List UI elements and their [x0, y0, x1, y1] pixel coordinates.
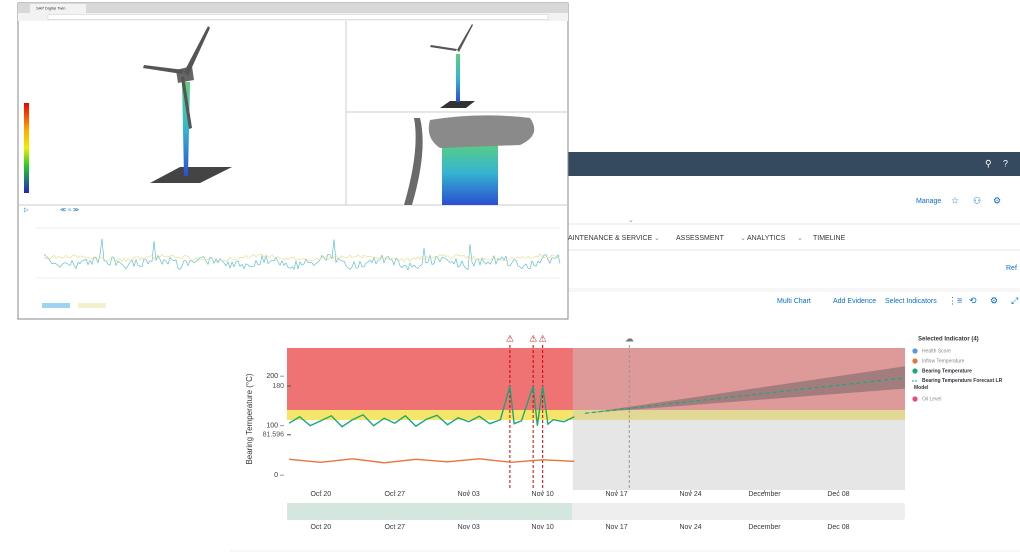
- nacelle-closeup: [442, 140, 498, 205]
- event-icon[interactable]: ⚠: [539, 333, 547, 343]
- turbine-blade: [181, 76, 192, 129]
- tab-strip: [18, 3, 568, 13]
- search-icon[interactable]: ⚲: [985, 158, 992, 168]
- turbine-blade: [143, 65, 184, 74]
- toolbar-button[interactable]: Multi Chart: [777, 298, 811, 305]
- toolbar-icon[interactable]: ⋮≡: [948, 295, 962, 305]
- turbine-blade: [457, 24, 473, 52]
- legend-label[interactable]: Health Score: [922, 348, 951, 354]
- navigator-tick-label: Dec 08: [827, 524, 849, 531]
- threshold-label: 180: [272, 383, 284, 390]
- x-tick-label: Nov 03: [458, 491, 480, 498]
- playback-controls[interactable]: ≪ ≈ ≫: [60, 208, 79, 214]
- app-window: ⚲ ? Manage ☆ ⚇ ⚙ ⌄ AINTENANCE & SERVICE ⌄…: [230, 152, 1020, 552]
- sensor-trace: [43, 238, 561, 271]
- threshold-label: 81.596: [263, 432, 285, 439]
- legend-swatch: [912, 368, 918, 374]
- legend-label[interactable]: Bearing Temperature Forecast LR Model: [914, 378, 1003, 391]
- toolbar-button[interactable]: Add Evidence: [833, 298, 876, 305]
- navigator-tick-label: Oct 20: [310, 524, 331, 531]
- navigator-window[interactable]: [287, 503, 572, 520]
- nacelle-shell: [428, 115, 535, 148]
- url-field[interactable]: [47, 14, 549, 20]
- nav-tab[interactable]: AINTENANCE & SERVICE: [568, 235, 653, 242]
- series-line: [288, 385, 575, 428]
- toolbar-button[interactable]: Select Indicators: [885, 298, 937, 305]
- nav-chevron: ⌄: [797, 235, 803, 242]
- navigator-tick-label: Oct 27: [384, 524, 405, 531]
- turbine-base: [150, 167, 232, 183]
- legend-line: Bearing Temperature Forecast LR: [922, 378, 1003, 384]
- turbine-base-small: [440, 101, 475, 108]
- nav-tab[interactable]: ANALYTICS: [747, 235, 786, 242]
- turbine-blade: [430, 45, 457, 51]
- user-icon[interactable]: ⚇: [973, 195, 981, 205]
- x-tick-label: Nov 10: [532, 491, 554, 498]
- browser-tab[interactable]: [30, 4, 86, 13]
- x-tick-label: Dec 08: [827, 491, 849, 498]
- forecast-band: [584, 366, 905, 414]
- legend-label[interactable]: Bearing Temperature: [922, 368, 972, 374]
- nav-tab[interactable]: ASSESSMENT: [676, 235, 725, 242]
- trace-toggle[interactable]: [42, 303, 70, 308]
- legend-title: Selected Indicator (4): [918, 337, 979, 343]
- x-tick-label: December: [748, 491, 781, 498]
- legend-swatch: [912, 348, 918, 354]
- nav-chevron: ⌄: [740, 235, 746, 242]
- trace-toggle[interactable]: [78, 303, 106, 308]
- rotor-blade: [404, 118, 423, 205]
- event-icon[interactable]: ⚠: [506, 333, 514, 343]
- refresh[interactable]: Ref: [1006, 265, 1017, 272]
- x-tick-label: Oct 20: [310, 491, 331, 498]
- navigator-tick-label: Nov 17: [606, 524, 628, 531]
- warning-zone: [287, 410, 905, 420]
- x-tick-label: Nov 24: [679, 491, 701, 498]
- browser-window: SAP Digital Twin ▷ ≪ ≈ ≫: [17, 2, 569, 320]
- y-tick-label: 200: [266, 373, 278, 380]
- navigator-tick-label: Nov 10: [532, 524, 554, 531]
- settings-icon[interactable]: ⚙: [993, 195, 1001, 205]
- x-tick-label: Oct 27: [384, 491, 405, 498]
- toolbar-icon[interactable]: ⤢: [1010, 295, 1018, 305]
- play-button[interactable]: ▷: [24, 208, 29, 214]
- navigator-tick-label: December: [748, 524, 781, 531]
- legend-label[interactable]: Inflow Temperature: [922, 358, 965, 364]
- plot: Bearing Temperature (°C) 0 100 200 180 81.596…: [245, 333, 1002, 530]
- series-line: [289, 458, 575, 464]
- forecast-icon[interactable]: ☁: [625, 333, 634, 343]
- legend-swatch: [912, 358, 918, 364]
- nav-chevron: ⌄: [654, 235, 660, 242]
- turbine-tower-small: [456, 54, 460, 102]
- navigator-tick-label: Nov 24: [679, 524, 701, 531]
- y-tick-label: 0: [274, 472, 278, 479]
- toolbar-icon[interactable]: ⚙: [990, 295, 998, 305]
- forecast-region: [572, 348, 905, 490]
- favorite-icon[interactable]: ☆: [951, 195, 959, 205]
- y-tick-label: 100: [266, 423, 278, 430]
- event-icon[interactable]: ⚠: [529, 333, 537, 343]
- alert-zone: [287, 348, 905, 410]
- help-icon[interactable]: ?: [1003, 158, 1008, 168]
- turbine-blade: [184, 26, 210, 76]
- legend-label[interactable]: Oil Level: [922, 396, 941, 402]
- y-axis-title: Bearing Temperature (°C): [245, 373, 254, 464]
- browser-tab-title: SAP Digital Twin: [36, 6, 65, 11]
- legend-swatch: [912, 396, 918, 402]
- legend-line: Model: [914, 385, 929, 391]
- toolbar: Multi Chart Add Evidence Select Indicators…: [777, 295, 1018, 305]
- navigator-tick-label: Nov 03: [458, 524, 480, 531]
- tab-bar: AINTENANCE & SERVICE ⌄ ASSESSMENT ⌄ ANALYTIC…: [568, 235, 846, 242]
- x-tick-label: Nov 17: [606, 491, 628, 498]
- color-scale: [24, 103, 29, 193]
- manage[interactable]: Manage: [916, 198, 941, 205]
- nav-tab[interactable]: TIMELINE: [813, 235, 846, 242]
- sensor-trace: [43, 253, 561, 263]
- toolbar-icon[interactable]: ⟲: [969, 295, 977, 305]
- collapse-icon[interactable]: ⌄: [628, 217, 634, 224]
